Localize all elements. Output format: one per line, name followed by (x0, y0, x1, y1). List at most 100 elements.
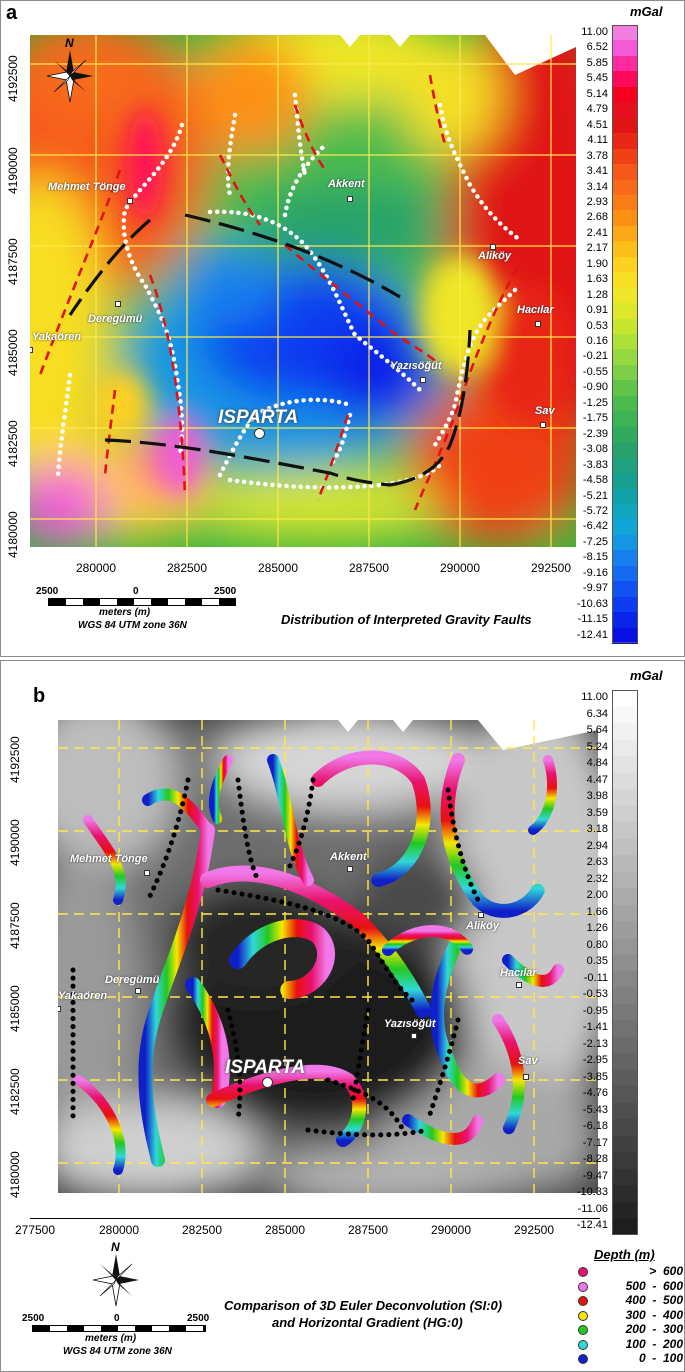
legend-value: -1.25 (582, 396, 608, 409)
legend-value: -9.16 (582, 566, 608, 579)
x-axis-frame (30, 1218, 600, 1219)
y-tick: 4180000 (8, 1151, 22, 1198)
gravity-map-svg (30, 35, 576, 547)
town-marker (420, 377, 426, 383)
town-hacilar: Hacılar (500, 967, 537, 979)
depth-legend-dot (578, 1281, 588, 1292)
legend-value: 0.16 (586, 335, 608, 347)
legend-value: -0.21 (582, 350, 608, 363)
y-tick: 4190000 (6, 147, 20, 194)
depth-legend-title: Depth (m) (594, 1247, 655, 1262)
depth-legend-dot (578, 1310, 588, 1321)
legend-swatch (612, 581, 638, 598)
depth-legend-dot (578, 1267, 588, 1277)
north-label: N (111, 1240, 120, 1254)
town-akkent: Akkent (330, 851, 367, 863)
legend-swatch (612, 739, 638, 757)
legend-swatch (612, 921, 638, 939)
legend-swatch (612, 225, 638, 242)
legend-value: 2.17 (586, 242, 608, 255)
y-tick: 4187500 (6, 238, 20, 285)
legend-swatch (612, 937, 638, 955)
town-yakaoren: Yakaören (58, 990, 108, 1002)
legend-value: 5.14 (586, 87, 608, 100)
y-tick: 4182500 (8, 1068, 22, 1115)
town-alikoy: Aliköy (466, 920, 500, 932)
legend-value: -3.85 (582, 1070, 608, 1083)
legend-value: -4.58 (582, 474, 608, 487)
projection-label: WGS 84 UTM zone 36N (63, 1346, 172, 1357)
legend-value: 5.45 (586, 72, 608, 85)
legend-value: -3.08 (582, 443, 608, 456)
town-marker (347, 866, 353, 872)
x-tick: 292500 (530, 561, 572, 575)
depth-legend-dot (578, 1296, 588, 1306)
legend-swatch (612, 457, 638, 474)
town-yakaoren: Yakaören (32, 331, 82, 343)
depth-legend-label: 200 - 300 (625, 1322, 683, 1336)
legend-swatch (612, 133, 638, 150)
legend-swatch (612, 210, 638, 227)
panel-b-title-line1: Comparison of 3D Euler Deconvolution (SI… (224, 1298, 503, 1313)
x-tick: 290000 (430, 1223, 472, 1237)
legend-swatch (612, 1185, 638, 1203)
town-marker (58, 1006, 61, 1012)
legend-swatch (612, 1003, 638, 1021)
legend-value: -11.06 (577, 1202, 608, 1215)
x-tick: 287500 (347, 1223, 389, 1237)
legend-swatch (612, 519, 638, 536)
legend-swatch (612, 1152, 638, 1170)
y-tick: 4187500 (8, 902, 22, 949)
legend-swatch (612, 1069, 638, 1087)
legend-value: 1.26 (586, 922, 608, 934)
town-marker (523, 1074, 529, 1080)
legend-value: 2.94 (586, 839, 608, 852)
town-sav: Sav (518, 1055, 538, 1067)
legend-swatch (612, 349, 638, 366)
town-marker (540, 422, 546, 428)
x-tick: 282500 (181, 1223, 223, 1237)
depth-legend-dot (578, 1354, 588, 1364)
y-tick: 4185000 (8, 985, 22, 1032)
legend-swatch (612, 756, 638, 774)
x-tick: 280000 (75, 561, 117, 575)
legend-value: -1.75 (582, 412, 608, 425)
town-mehmet-tonge: Mehmet Tönge (48, 181, 126, 193)
euler-solutions-map: Mehmet Tönge Akkent Aliköy Deregümü Yaka… (58, 720, 598, 1193)
legend-swatch (612, 40, 638, 57)
x-tick: 285000 (257, 561, 299, 575)
legend-value: -2.39 (582, 427, 608, 440)
legend-value: 3.78 (586, 149, 608, 162)
legend-value: 3.14 (586, 180, 608, 193)
legend-swatch (612, 395, 638, 412)
legend-swatch (612, 706, 638, 724)
legend-frame (612, 690, 638, 1235)
legend-value: -2.95 (582, 1054, 608, 1066)
y-tick: 4180000 (6, 511, 20, 558)
legend-value: 0.53 (586, 319, 608, 332)
town-mehmet-tonge: Mehmet Tönge (70, 853, 148, 865)
depth-legend-label: 300 - 400 (625, 1307, 683, 1322)
scale-unit: meters (m) (85, 1333, 137, 1344)
legend-swatch (612, 426, 638, 443)
legend-swatch (612, 612, 638, 629)
legend-swatch (612, 1036, 638, 1054)
legend-value: 2.63 (586, 856, 608, 868)
legend-swatch (612, 334, 638, 351)
legend-swatch (612, 1168, 638, 1186)
legend-value: 2.93 (586, 195, 608, 208)
legend-swatch (612, 488, 638, 505)
legend-swatch (612, 1102, 638, 1120)
panel-b-label: b (33, 685, 46, 707)
legend-value: 4.51 (586, 118, 608, 131)
legend-frame (612, 25, 638, 643)
legend-swatch (612, 380, 638, 397)
legend-swatch (612, 855, 638, 873)
depth-legend-label: > 600 (649, 1264, 683, 1278)
black-fault-lines (68, 213, 472, 487)
legend-value: 3.18 (586, 823, 608, 835)
legend-value: 0.91 (586, 304, 608, 317)
legend-value: 2.41 (586, 226, 608, 239)
town-marker (535, 321, 541, 327)
legend-value: 0.80 (586, 938, 608, 951)
